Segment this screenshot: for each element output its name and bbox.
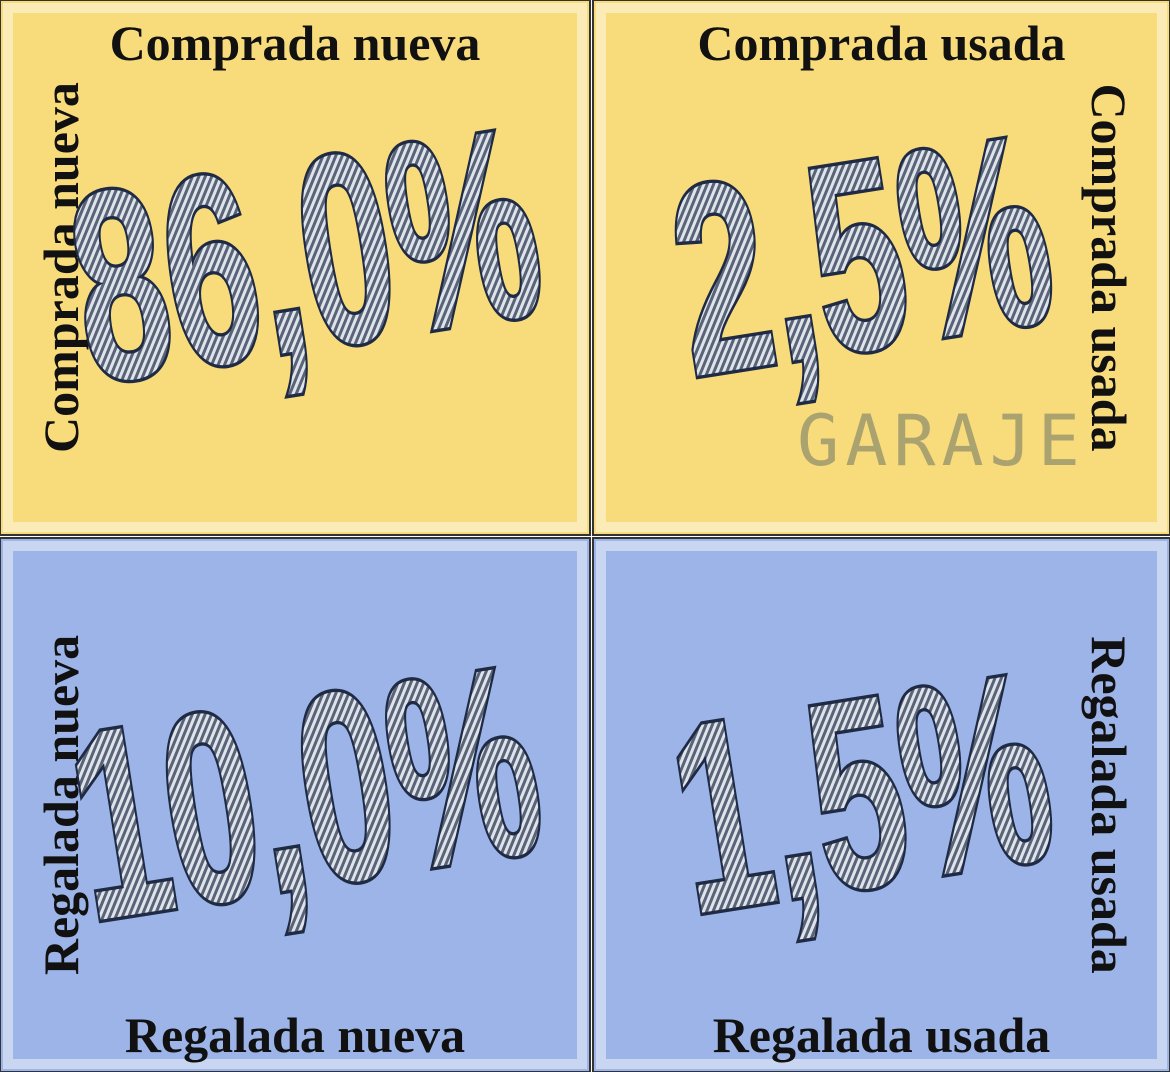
percentage: 2,5% xyxy=(654,78,1070,434)
quadrant-title: Regalada nueva xyxy=(125,1007,465,1063)
quadrant-title: Comprada usada xyxy=(697,15,1065,71)
quadrant-title: Comprada nueva xyxy=(110,15,481,71)
quadrant-title: Regalada usada xyxy=(713,1007,1051,1063)
infographic: Comprada nuevaComprada nueva86,0%GARAJEC… xyxy=(0,0,1170,1072)
illustration-text: GARAJE xyxy=(797,400,1086,482)
percentage: 1,5% xyxy=(654,616,1070,972)
side-label: Comprada usada xyxy=(1081,83,1137,451)
side-label: Regalada usada xyxy=(1081,636,1137,974)
